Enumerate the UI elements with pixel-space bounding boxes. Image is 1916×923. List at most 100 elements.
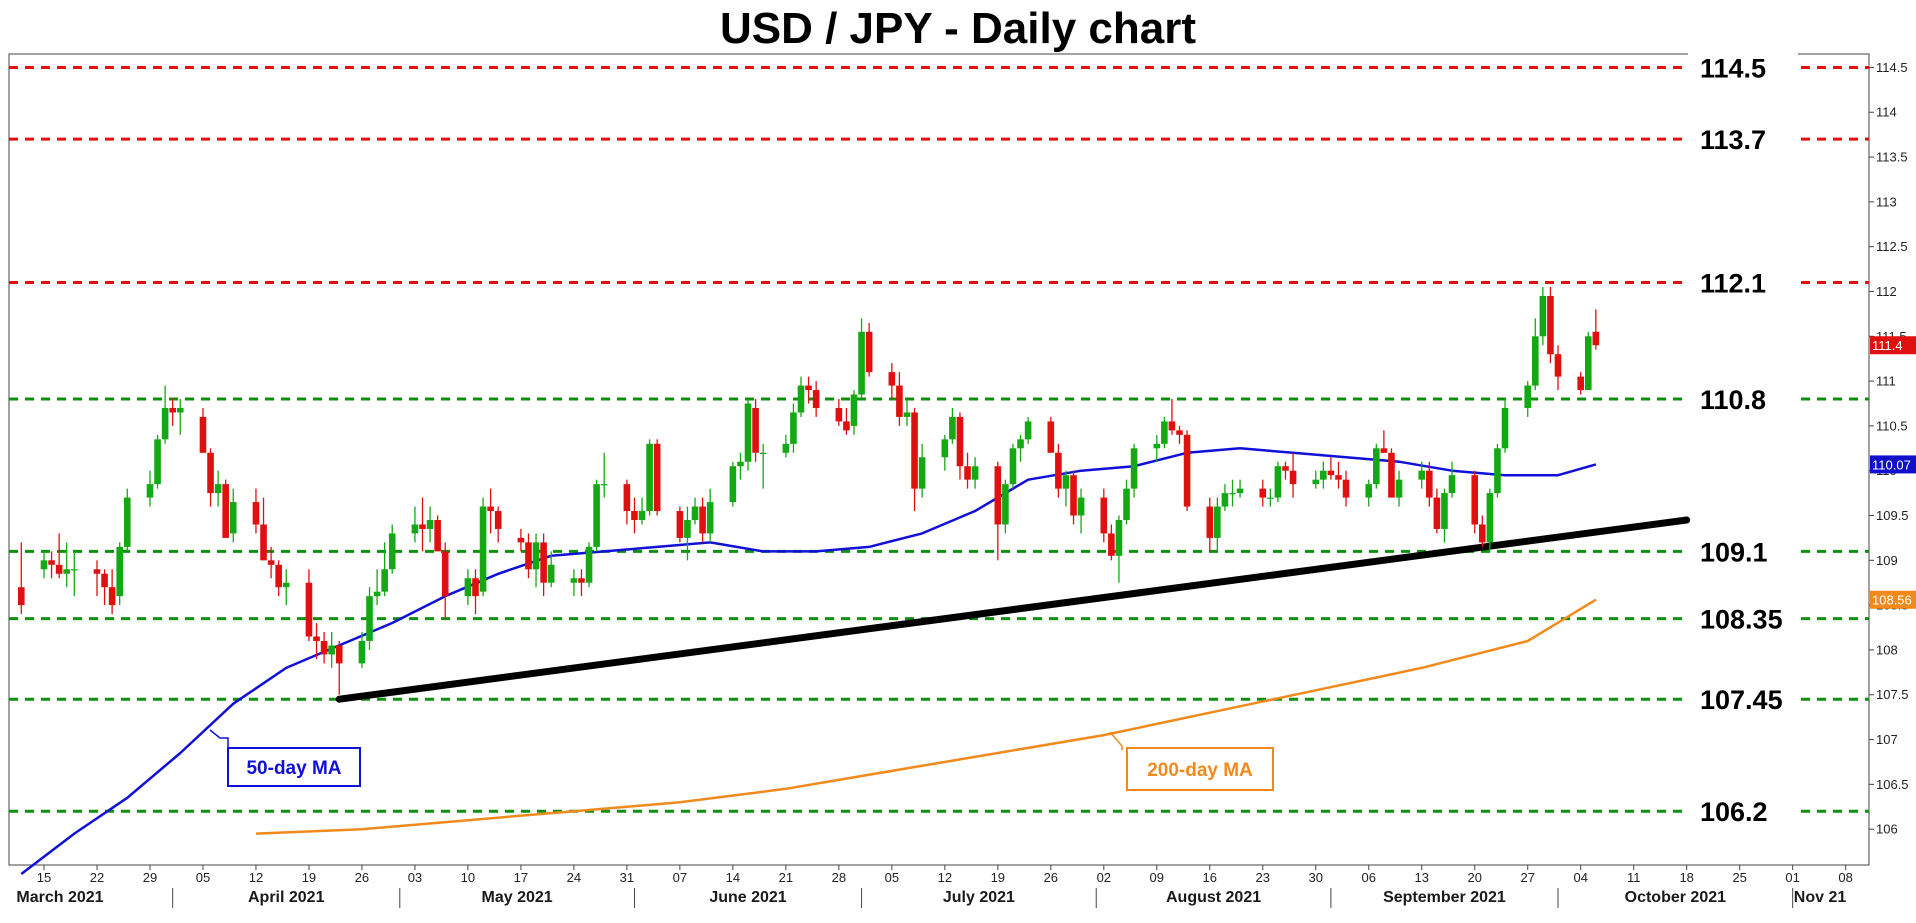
month-label: June 2021 (709, 889, 786, 906)
candle (699, 497, 706, 543)
ma200-line (255, 598, 1597, 835)
x-tick-label: 06 (1362, 870, 1376, 885)
candle (154, 434, 161, 489)
candle (994, 461, 1002, 561)
candle-body (1168, 421, 1176, 431)
candle (843, 407, 850, 435)
candle (1259, 479, 1267, 507)
candle-body (1289, 470, 1297, 485)
x-tick-label: 23 (1256, 870, 1270, 885)
candle (1123, 479, 1130, 525)
candle (729, 461, 737, 507)
level-label: 108.35 (1700, 605, 1783, 635)
candle-body (646, 443, 653, 512)
candle (1047, 416, 1055, 453)
level-label-bg (1688, 682, 1798, 717)
candle (487, 488, 494, 534)
candle-body (638, 511, 646, 520)
candle (419, 497, 426, 552)
candle-body (1342, 479, 1350, 498)
x-tick-label: 24 (567, 870, 581, 885)
x-tick-label: 22 (90, 870, 104, 885)
candle-body (1077, 497, 1085, 516)
candle (101, 569, 108, 606)
candle (494, 506, 502, 543)
candle-body (759, 452, 767, 454)
candle-body (532, 542, 540, 570)
candle (1380, 430, 1388, 453)
candle (790, 403, 797, 453)
candle (1267, 488, 1274, 507)
candle-body (1055, 452, 1062, 489)
candle (865, 322, 873, 377)
candle (1531, 318, 1539, 391)
candle-body (835, 407, 843, 422)
candle-body (1479, 524, 1486, 543)
candle-body (1229, 493, 1236, 495)
y-tick-label: 110.5 (1876, 418, 1908, 433)
candle-body (161, 407, 169, 440)
candle-body (1494, 448, 1501, 494)
candle-body (366, 596, 373, 641)
candle-body (1320, 470, 1327, 480)
candle (691, 497, 699, 525)
candle (1448, 461, 1456, 498)
candle-body (1206, 506, 1214, 538)
candle (941, 434, 949, 471)
candle-body (40, 560, 48, 570)
candle-body (1183, 434, 1191, 507)
x-tick-label: 12 (938, 870, 952, 885)
candle (199, 407, 207, 453)
x-tick-label: 29 (143, 870, 157, 885)
candle (1524, 381, 1532, 417)
candle-body (540, 542, 547, 583)
candle-body (116, 546, 123, 597)
candle (1312, 470, 1320, 489)
candle (388, 524, 396, 574)
candle-body (812, 390, 820, 408)
candle (744, 399, 752, 471)
candle (161, 385, 169, 444)
candle (275, 560, 282, 597)
x-tick-label: 12 (249, 870, 263, 885)
candle (222, 479, 229, 538)
candle (1592, 309, 1600, 350)
candle (267, 546, 275, 579)
candle (1070, 470, 1077, 525)
candle (964, 452, 971, 489)
candle-body (154, 439, 161, 485)
price-tag (1870, 590, 1916, 609)
candle (63, 542, 71, 588)
candle-body (949, 416, 956, 440)
x-tick-label: 18 (1679, 870, 1693, 885)
candle-body (381, 569, 388, 592)
candle-body (411, 524, 419, 534)
candle (585, 542, 593, 588)
ma200-label: 200-day MA (1147, 760, 1253, 781)
candle-body (1002, 484, 1009, 525)
x-tick-label: 09 (1150, 870, 1164, 885)
candle-body (593, 484, 600, 547)
candle-body (1471, 475, 1479, 525)
candle-body (578, 578, 585, 583)
candle-body (464, 578, 472, 597)
candle (441, 542, 449, 619)
candle (737, 452, 744, 480)
candle (335, 640, 343, 695)
candle-body (699, 506, 706, 534)
candle (1547, 286, 1554, 364)
candle-body (1486, 493, 1494, 543)
candle (1471, 470, 1479, 534)
candle-body (896, 385, 903, 417)
candle-body (631, 511, 638, 520)
candle (1062, 470, 1070, 507)
candle-body (1009, 448, 1017, 485)
candle-body (1312, 479, 1320, 485)
y-tick-label: 109 (1876, 553, 1898, 568)
y-tick-label: 106.5 (1876, 777, 1909, 792)
candle (812, 381, 820, 417)
candle (752, 399, 759, 462)
candle-body (684, 519, 691, 538)
candle-body (1335, 475, 1342, 480)
candle-body (275, 564, 282, 588)
